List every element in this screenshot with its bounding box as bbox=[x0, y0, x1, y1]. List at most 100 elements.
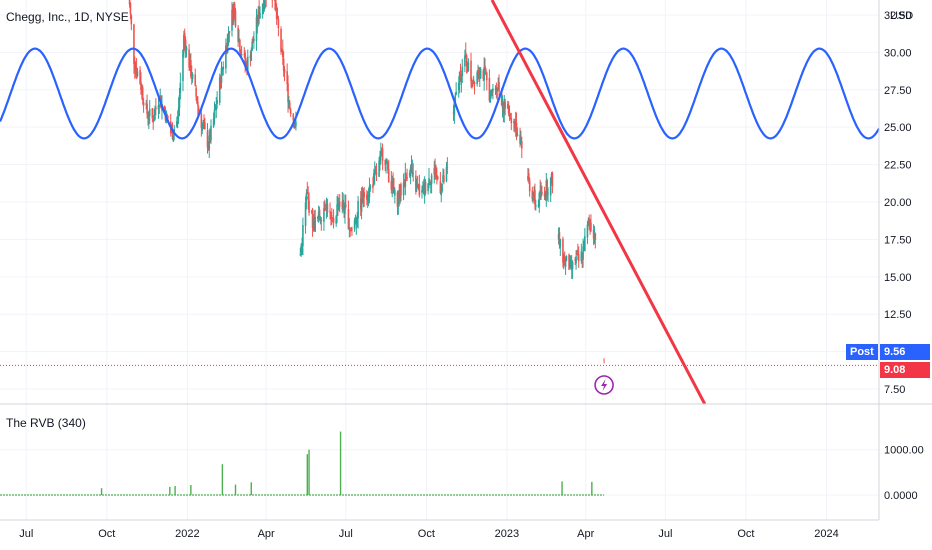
candle-body bbox=[498, 81, 500, 92]
candle-body bbox=[331, 215, 333, 217]
candle-body bbox=[183, 33, 186, 42]
candle-body bbox=[221, 68, 224, 71]
candle-body bbox=[357, 200, 359, 219]
candle-body bbox=[393, 186, 395, 193]
candle-body bbox=[196, 96, 198, 104]
candle-body bbox=[459, 70, 462, 81]
candle-body bbox=[194, 74, 197, 86]
candle-body bbox=[155, 107, 157, 110]
candle-body bbox=[418, 184, 421, 196]
lightning-icon[interactable] bbox=[594, 375, 614, 395]
candle-body bbox=[360, 194, 363, 212]
candle-body bbox=[249, 55, 252, 59]
candle-body bbox=[335, 216, 337, 224]
candle-body bbox=[136, 71, 139, 76]
candle-body bbox=[506, 104, 509, 109]
candle-body bbox=[368, 186, 371, 198]
price-axis[interactable]: 32.50 30.00 27.50 25.00 22.50 20.00 17.50 15.00… bbox=[884, 10, 912, 396]
candle-body bbox=[454, 95, 457, 103]
candle-body bbox=[494, 88, 497, 90]
candle-body bbox=[292, 114, 295, 121]
candle-body bbox=[250, 50, 253, 62]
candle-body bbox=[154, 110, 156, 120]
candle-body bbox=[232, 7, 234, 20]
candle-body bbox=[400, 183, 402, 196]
sine-wave-overlay[interactable] bbox=[0, 47, 880, 140]
candle-body bbox=[367, 194, 370, 197]
candle-body bbox=[563, 256, 566, 264]
candle-body bbox=[483, 67, 485, 81]
candle-body bbox=[515, 122, 518, 136]
candle-body bbox=[166, 114, 169, 118]
candle-body bbox=[387, 161, 389, 171]
candle-body bbox=[421, 189, 423, 193]
candle-body bbox=[461, 66, 464, 77]
candle-body bbox=[485, 72, 488, 81]
candle-body bbox=[541, 191, 543, 194]
candle-body bbox=[502, 101, 505, 112]
candle-body bbox=[380, 151, 382, 156]
candle-body bbox=[384, 159, 387, 166]
candle-body bbox=[274, 0, 277, 11]
candle-body bbox=[185, 47, 188, 51]
candle-body bbox=[439, 181, 442, 193]
candle-body bbox=[231, 9, 233, 31]
candle-body bbox=[351, 229, 353, 231]
candle-body bbox=[319, 220, 322, 222]
candle-body bbox=[504, 101, 506, 109]
candle-body bbox=[228, 31, 231, 34]
candle-body bbox=[283, 69, 286, 73]
candle-body bbox=[580, 251, 583, 261]
candle-body bbox=[276, 16, 279, 18]
candle-body bbox=[467, 62, 470, 72]
time-tick-label: Apr bbox=[258, 528, 275, 540]
candle-body bbox=[141, 88, 143, 92]
rvb-bar-series bbox=[100, 431, 593, 495]
candle-body bbox=[148, 118, 150, 121]
candle-body bbox=[128, 0, 131, 5]
candle-body bbox=[234, 10, 237, 27]
candle-body bbox=[338, 203, 340, 209]
candle-body bbox=[208, 135, 211, 150]
time-axis[interactable]: Jul Oct 2022 Apr Jul Oct 2023 Apr Jul Oct 2024 bbox=[19, 528, 838, 540]
currency-label: USD bbox=[890, 10, 914, 22]
candle-body bbox=[344, 202, 346, 214]
candle-body bbox=[209, 134, 211, 142]
candle-body bbox=[145, 103, 148, 105]
candle-body bbox=[295, 121, 297, 127]
candle-body bbox=[301, 244, 303, 249]
time-tick-label: 2024 bbox=[814, 528, 838, 540]
candle-body bbox=[592, 229, 595, 239]
candle-body bbox=[422, 186, 424, 191]
candle-body bbox=[477, 71, 479, 73]
candle-body bbox=[139, 69, 141, 85]
indicator-axis[interactable]: 1000.00 0.0000 bbox=[884, 445, 924, 502]
candle-body bbox=[343, 208, 345, 214]
candle-body bbox=[490, 89, 492, 93]
candle-body bbox=[452, 112, 455, 114]
candle-body bbox=[380, 149, 383, 152]
candle-body bbox=[563, 256, 565, 265]
candle-body bbox=[571, 261, 574, 270]
candle-body bbox=[184, 40, 187, 54]
candle-body bbox=[440, 191, 443, 196]
candle-body bbox=[409, 167, 412, 176]
indicator-tick-label: 0.0000 bbox=[884, 490, 918, 502]
candle-body bbox=[361, 191, 364, 202]
candle-body bbox=[535, 205, 537, 207]
candle-body bbox=[381, 148, 384, 161]
candle-body bbox=[539, 190, 541, 199]
candle-body bbox=[210, 125, 212, 141]
price-tick-label: 12.50 bbox=[884, 309, 912, 321]
candle-body bbox=[148, 109, 151, 117]
candle-body bbox=[436, 174, 438, 177]
candle-body bbox=[396, 192, 399, 208]
candle-body bbox=[281, 49, 284, 58]
candle-body bbox=[594, 233, 597, 240]
candle-body bbox=[134, 61, 136, 69]
candle-body bbox=[455, 91, 457, 95]
candle-body bbox=[190, 59, 192, 77]
candle-body bbox=[457, 82, 460, 91]
trendline[interactable] bbox=[490, 0, 707, 405]
